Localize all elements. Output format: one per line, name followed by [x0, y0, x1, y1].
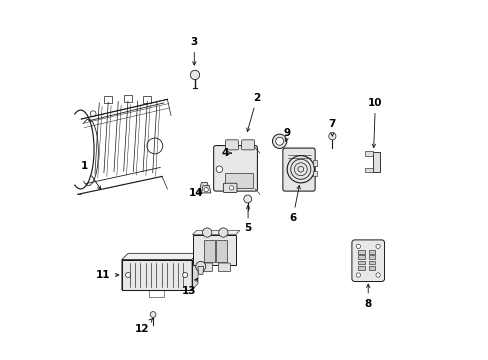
Bar — [312, 160, 317, 166]
Circle shape — [182, 273, 187, 278]
Text: 14: 14 — [188, 188, 203, 198]
Text: 4: 4 — [221, 148, 231, 158]
Circle shape — [355, 244, 360, 248]
Polygon shape — [198, 266, 203, 274]
Circle shape — [195, 261, 205, 271]
Bar — [372, 152, 379, 172]
Bar — [312, 171, 317, 176]
Bar — [192, 235, 235, 265]
Text: 9: 9 — [284, 129, 290, 141]
Bar — [358, 250, 364, 253]
Text: 3: 3 — [190, 37, 198, 65]
Text: 13: 13 — [182, 278, 197, 296]
Bar — [365, 151, 372, 156]
Circle shape — [203, 188, 208, 192]
Bar — [104, 96, 112, 103]
Circle shape — [244, 195, 251, 203]
Polygon shape — [122, 253, 198, 260]
Circle shape — [272, 134, 286, 148]
Polygon shape — [191, 253, 198, 290]
Bar — [365, 168, 372, 172]
Circle shape — [328, 133, 335, 140]
Polygon shape — [199, 183, 209, 191]
Polygon shape — [201, 186, 210, 193]
Bar — [368, 266, 374, 270]
FancyBboxPatch shape — [213, 145, 257, 191]
Circle shape — [216, 166, 222, 172]
Circle shape — [190, 70, 199, 80]
Text: 2: 2 — [246, 93, 260, 131]
Bar — [203, 240, 215, 262]
Bar — [368, 250, 374, 253]
Bar — [368, 261, 374, 264]
Bar — [123, 95, 131, 102]
Text: 10: 10 — [367, 98, 382, 148]
FancyBboxPatch shape — [200, 263, 212, 272]
Text: 11: 11 — [95, 270, 119, 280]
Circle shape — [229, 186, 233, 190]
FancyBboxPatch shape — [218, 263, 230, 272]
Bar — [224, 173, 253, 188]
Text: 12: 12 — [135, 319, 152, 334]
Text: 6: 6 — [289, 185, 300, 222]
Bar — [368, 255, 374, 259]
Polygon shape — [192, 230, 239, 235]
Bar — [358, 255, 364, 259]
Bar — [215, 240, 227, 262]
Text: 8: 8 — [364, 284, 371, 309]
Circle shape — [375, 244, 380, 248]
Bar — [143, 96, 151, 103]
Circle shape — [218, 228, 227, 237]
Circle shape — [375, 273, 380, 277]
FancyBboxPatch shape — [351, 240, 384, 282]
Bar — [358, 261, 364, 264]
FancyBboxPatch shape — [223, 183, 237, 193]
FancyBboxPatch shape — [282, 148, 314, 191]
Circle shape — [202, 228, 211, 237]
Circle shape — [150, 312, 156, 318]
Text: 5: 5 — [244, 205, 251, 233]
FancyBboxPatch shape — [225, 140, 238, 150]
Bar — [149, 289, 163, 297]
Text: 1: 1 — [81, 161, 101, 189]
Circle shape — [275, 137, 283, 145]
Bar — [122, 260, 191, 290]
Text: 7: 7 — [328, 120, 335, 136]
Circle shape — [125, 273, 130, 278]
FancyBboxPatch shape — [241, 140, 254, 150]
Bar — [358, 266, 364, 270]
Circle shape — [355, 273, 360, 277]
